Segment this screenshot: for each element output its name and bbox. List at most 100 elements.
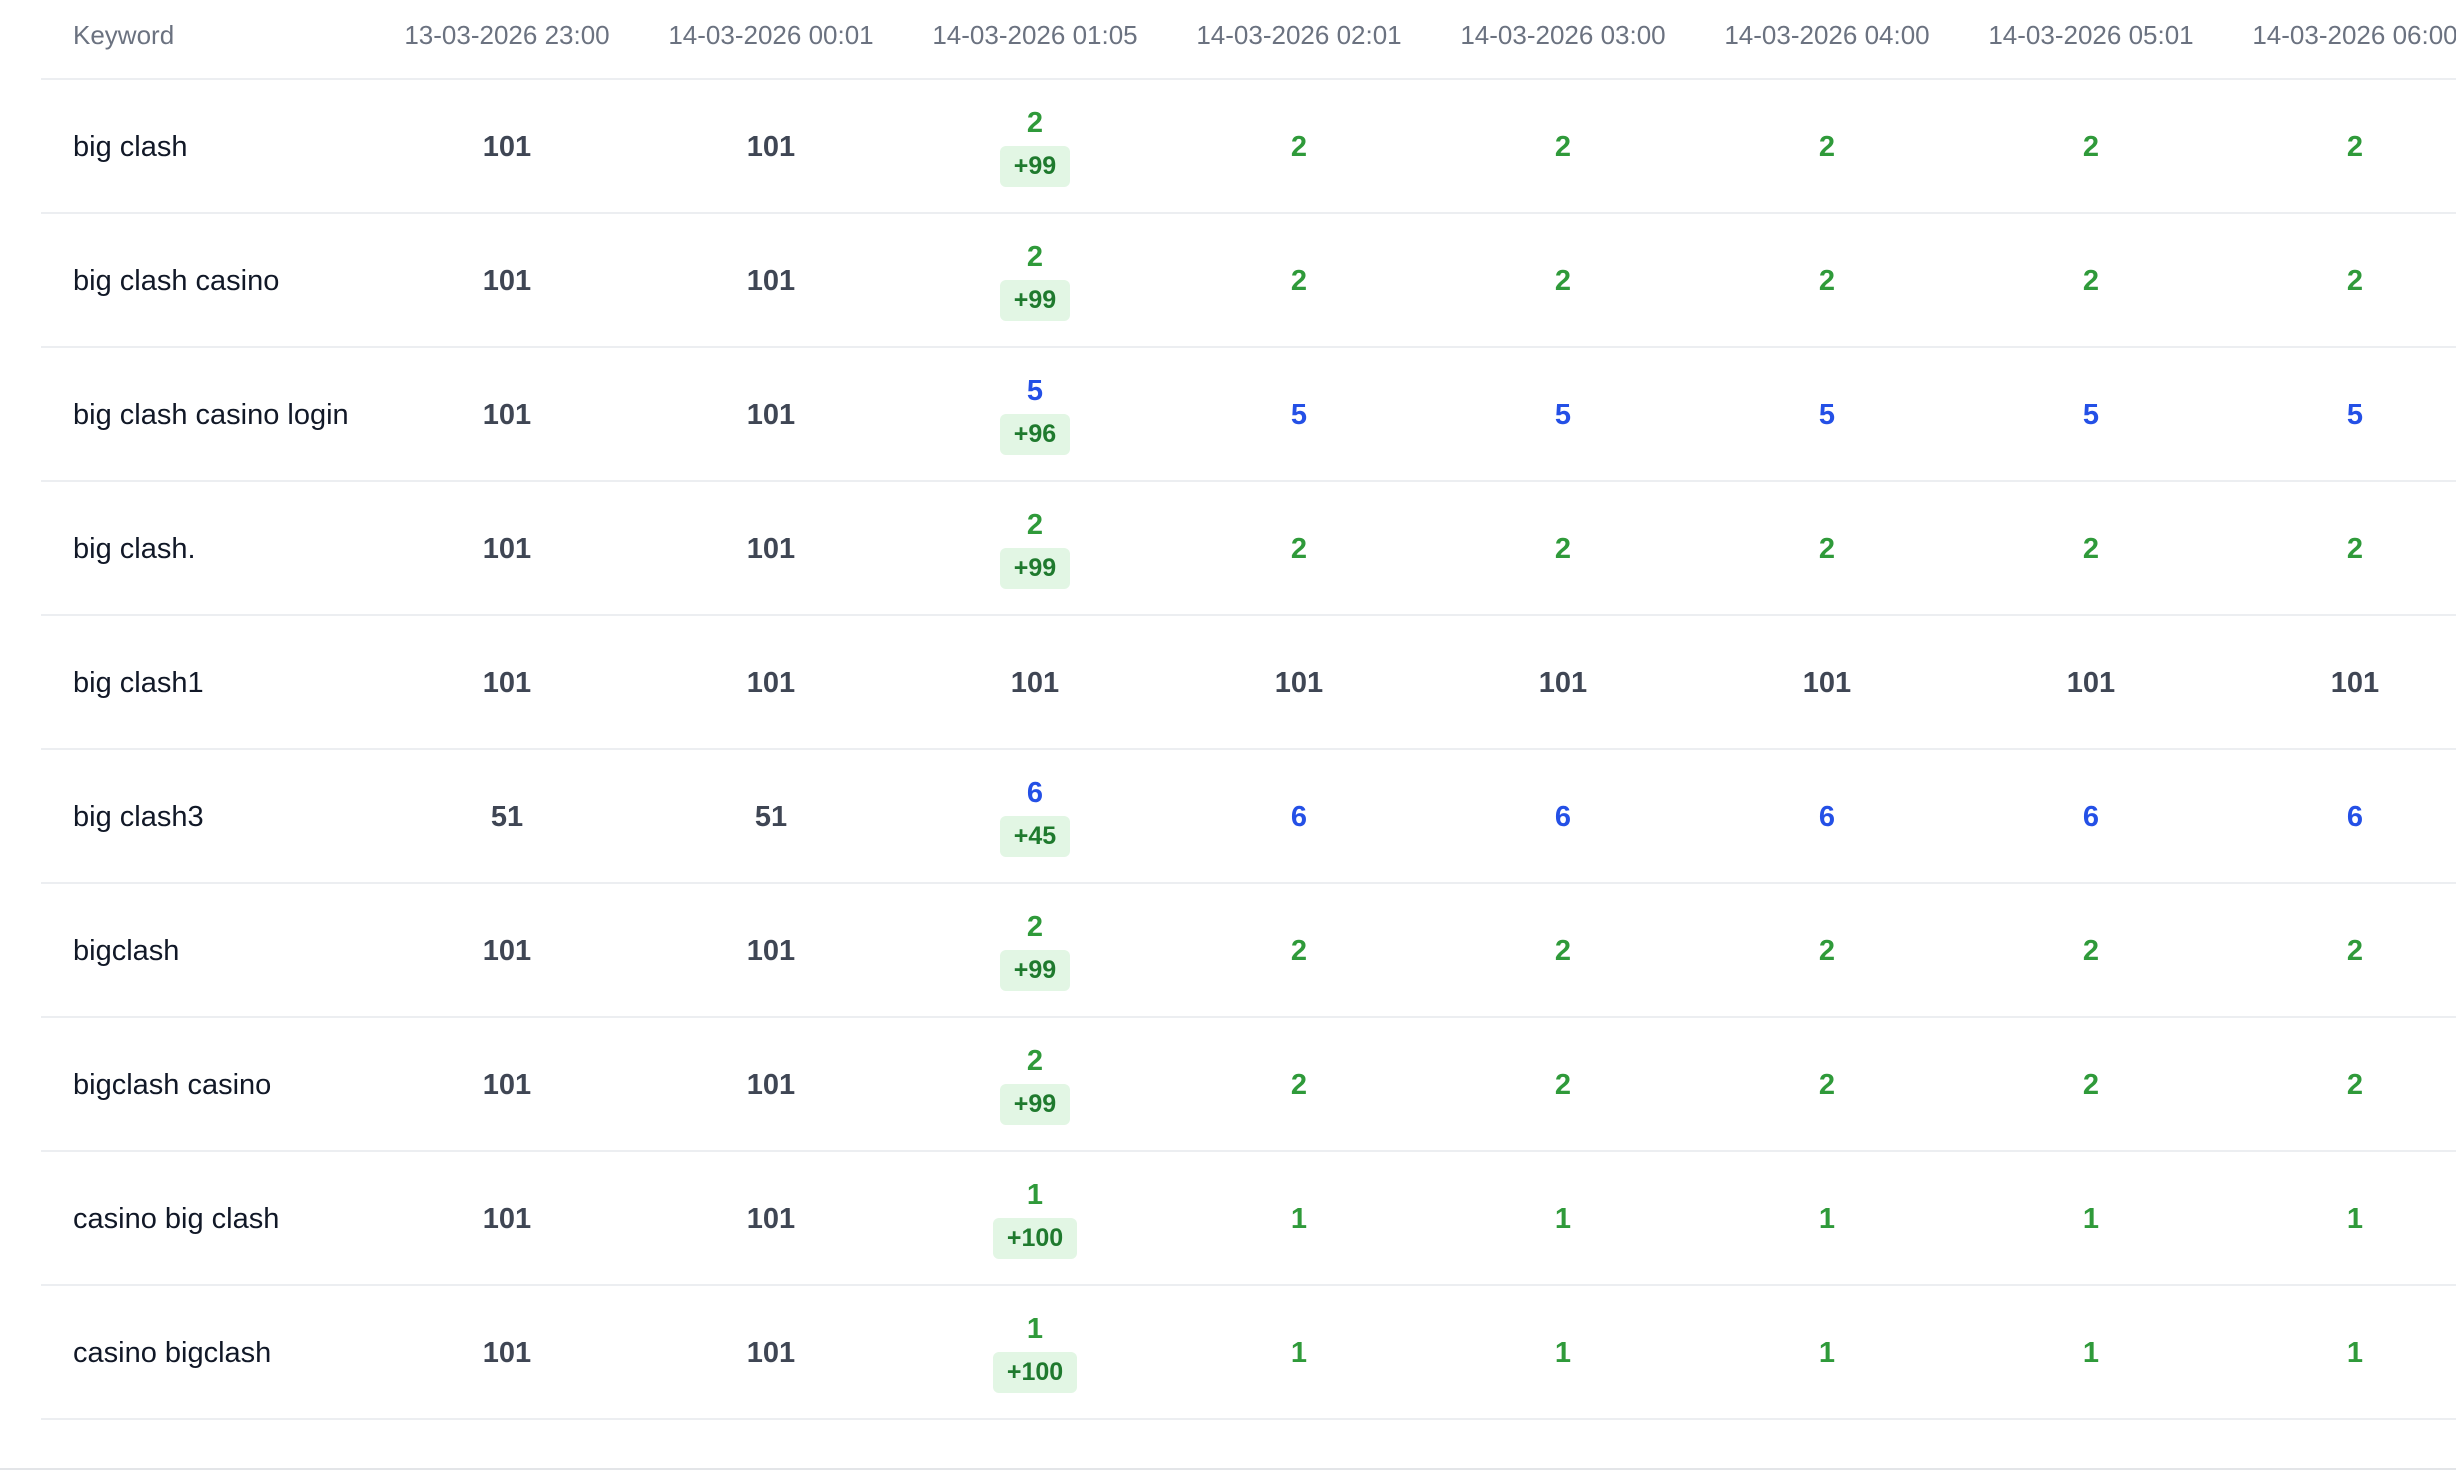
rank-value: 101	[746, 264, 796, 297]
table-bottom-border	[0, 1468, 2456, 1470]
rank-value: 2	[1290, 264, 1308, 297]
rank-value: 101	[746, 666, 796, 699]
rank-change-badge: +100	[992, 1218, 1078, 1259]
rank-value: 5	[1818, 398, 1836, 431]
rank-cell: 101	[375, 1018, 639, 1152]
rank-cell: 2	[2223, 80, 2456, 214]
rank-cell: 1	[2223, 1152, 2456, 1286]
rank-cell: 101	[375, 80, 639, 214]
rank-cell: 1	[1959, 1286, 2223, 1420]
rank-value: 1	[1290, 1336, 1308, 1369]
row-divider	[41, 882, 2456, 884]
rank-cell: 6	[1959, 750, 2223, 884]
rank-cell: 1	[1959, 1152, 2223, 1286]
rank-cell: 2	[1431, 80, 1695, 214]
rank-value: 101	[482, 130, 532, 163]
rank-value: 1	[1818, 1336, 1836, 1369]
rank-cell: 2	[1431, 884, 1695, 1018]
rank-value: 1	[2346, 1202, 2364, 1235]
rank-value: 6	[2082, 800, 2100, 833]
rank-cell: 2	[1431, 482, 1695, 616]
row-divider	[41, 1016, 2456, 1018]
rank-value: 1	[2346, 1336, 2364, 1369]
rank-value: 1	[1554, 1202, 1572, 1235]
rank-value: 2	[1026, 509, 1044, 541]
rank-cell: 101	[1695, 616, 1959, 750]
header-cell: 14-03-2026 05:01	[1988, 20, 2194, 50]
rank-cell: 1	[1695, 1286, 1959, 1420]
row-divider	[41, 1150, 2456, 1152]
rank-value: 2	[1554, 1068, 1572, 1101]
rank-cell: 101	[375, 1286, 639, 1420]
rank-cell: 2	[1167, 482, 1431, 616]
rank-value: 2	[2346, 264, 2364, 297]
rank-value: 1	[2082, 1336, 2100, 1369]
rank-cell: 101	[639, 482, 903, 616]
rank-value: 1	[1026, 1179, 1044, 1211]
rank-change-badge: +99	[999, 548, 1071, 589]
rank-value: 101	[2066, 666, 2116, 699]
rank-cell: 2	[2223, 214, 2456, 348]
rank-cell: 1	[1167, 1286, 1431, 1420]
rank-value: 6	[1290, 800, 1308, 833]
rank-value: 5	[2346, 398, 2364, 431]
rank-value: 2	[1026, 107, 1044, 139]
rank-cell: 101	[639, 348, 903, 482]
rank-change-badge: +99	[999, 146, 1071, 187]
rank-cell: 1	[2223, 1286, 2456, 1420]
rank-change-badge: +96	[999, 414, 1071, 455]
rank-value: 101	[746, 1202, 796, 1235]
rank-cell: 2 +99	[903, 1018, 1167, 1152]
rank-value: 101	[746, 130, 796, 163]
header-cell: 14-03-2026 04:00	[1724, 20, 1930, 50]
rank-cell: 2	[1431, 1018, 1695, 1152]
rank-value: 2	[2082, 532, 2100, 565]
keyword: big clash casino	[73, 265, 280, 297]
keyword: casino big clash	[73, 1203, 280, 1235]
rank-value: 5	[1290, 398, 1308, 431]
rank-value: 2	[1818, 130, 1836, 163]
rank-value: 2	[1026, 1045, 1044, 1077]
rank-change-badge: +100	[992, 1352, 1078, 1393]
rank-cell: 1 +100	[903, 1286, 1167, 1420]
keyword: casino bigclash	[73, 1337, 272, 1369]
rank-cell: 6	[1695, 750, 1959, 884]
rank-value: 2	[1554, 130, 1572, 163]
header-cell: 14-03-2026 02:01	[1196, 20, 1402, 50]
rank-cell: 2	[1695, 80, 1959, 214]
rank-value: 101	[482, 1336, 532, 1369]
rank-cell: 101	[375, 348, 639, 482]
rank-value: 101	[1010, 666, 1060, 699]
rank-cell: 1 +100	[903, 1152, 1167, 1286]
rank-cell: 6	[2223, 750, 2456, 884]
rank-value: 2	[2346, 1068, 2364, 1101]
rank-value: 2	[1554, 264, 1572, 297]
row-divider	[41, 614, 2456, 616]
rank-cell: 51	[639, 750, 903, 884]
rank-cell: 5 +96	[903, 348, 1167, 482]
rank-value: 101	[482, 532, 532, 565]
rank-value: 5	[1554, 398, 1572, 431]
rank-cell: 2	[1959, 482, 2223, 616]
rank-value: 2	[1554, 532, 1572, 565]
rank-value: 1	[1026, 1313, 1044, 1345]
rank-cell: 101	[903, 616, 1167, 750]
rank-value: 1	[1290, 1202, 1308, 1235]
rank-cell: 101	[639, 884, 903, 1018]
rank-cell: 2 +99	[903, 80, 1167, 214]
rank-cell: 101	[375, 1152, 639, 1286]
rank-value: 2	[1290, 532, 1308, 565]
rank-cell: 2 +99	[903, 214, 1167, 348]
rank-cell: 51	[375, 750, 639, 884]
rank-value: 2	[1818, 1068, 1836, 1101]
rank-value: 6	[2346, 800, 2364, 833]
rank-value: 101	[1274, 666, 1324, 699]
rank-value: 2	[1818, 532, 1836, 565]
rank-cell: 2	[1695, 1018, 1959, 1152]
rank-cell: 101	[1431, 616, 1695, 750]
rank-value: 2	[2082, 130, 2100, 163]
rank-value: 101	[482, 264, 532, 297]
keyword: bigclash	[73, 935, 180, 967]
rank-cell: 101	[639, 1286, 903, 1420]
row-divider	[41, 1418, 2456, 1420]
